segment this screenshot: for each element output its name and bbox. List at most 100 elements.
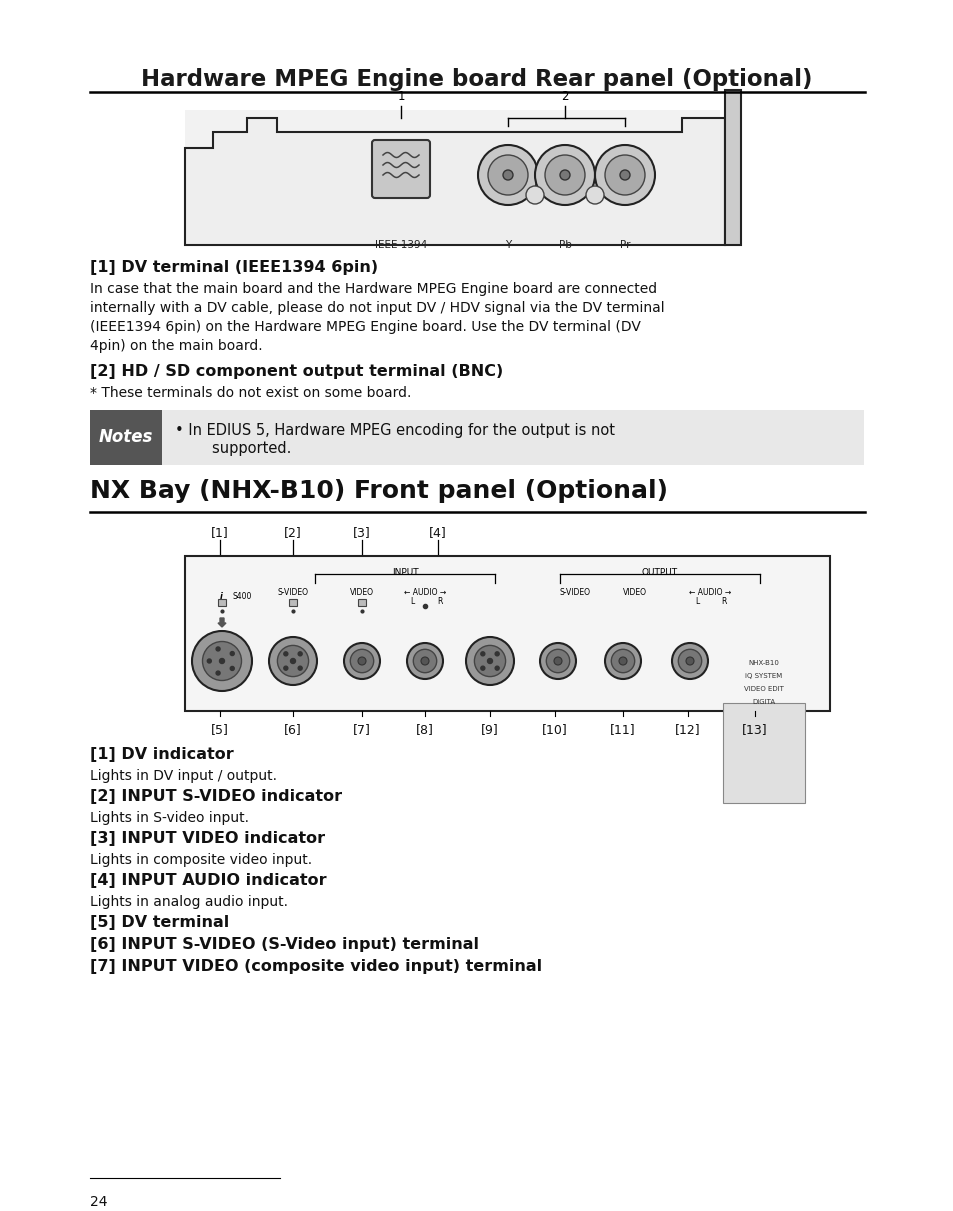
Circle shape xyxy=(477,145,537,205)
Text: [2] INPUT S-VIDEO indicator: [2] INPUT S-VIDEO indicator xyxy=(90,790,342,804)
Bar xyxy=(218,599,226,606)
Text: INPUT: INPUT xyxy=(392,568,417,576)
Text: Lights in DV input / output.: Lights in DV input / output. xyxy=(90,769,276,784)
Bar xyxy=(722,704,804,803)
Text: L: L xyxy=(410,597,414,606)
Circle shape xyxy=(604,155,644,195)
Bar xyxy=(185,556,829,711)
Bar xyxy=(724,90,740,245)
Text: R: R xyxy=(436,597,442,606)
Text: [13]: [13] xyxy=(741,723,767,736)
Text: S-VIDEO: S-VIDEO xyxy=(558,589,590,597)
Text: Hardware MPEG Engine board Rear panel (Optional): Hardware MPEG Engine board Rear panel (O… xyxy=(141,68,812,91)
Circle shape xyxy=(480,652,484,656)
Circle shape xyxy=(495,666,498,670)
Circle shape xyxy=(230,652,234,655)
Circle shape xyxy=(357,658,366,665)
Circle shape xyxy=(671,643,707,679)
Circle shape xyxy=(216,647,220,652)
Text: DIGITA: DIGITA xyxy=(752,699,775,705)
Text: i: i xyxy=(219,592,222,601)
Bar xyxy=(90,411,162,465)
Circle shape xyxy=(611,649,634,672)
Circle shape xyxy=(407,643,442,679)
Text: [4] INPUT AUDIO indicator: [4] INPUT AUDIO indicator xyxy=(90,873,326,888)
Circle shape xyxy=(554,658,561,665)
Text: Lights in analog audio input.: Lights in analog audio input. xyxy=(90,895,288,909)
Circle shape xyxy=(604,643,640,679)
Text: [6]: [6] xyxy=(284,723,301,736)
Text: L: L xyxy=(694,597,699,606)
Circle shape xyxy=(420,658,429,665)
Text: [10]: [10] xyxy=(541,723,567,736)
Text: [5]: [5] xyxy=(211,723,229,736)
Circle shape xyxy=(595,145,655,205)
Text: [2]: [2] xyxy=(284,526,301,539)
Text: Y: Y xyxy=(504,240,511,249)
Circle shape xyxy=(192,631,252,691)
Text: [1] DV indicator: [1] DV indicator xyxy=(90,747,233,762)
Circle shape xyxy=(502,170,513,180)
Text: Lights in composite video input.: Lights in composite video input. xyxy=(90,853,312,867)
Circle shape xyxy=(298,666,302,670)
Circle shape xyxy=(474,645,505,677)
Text: [4]: [4] xyxy=(429,526,446,539)
Text: NHX-B10: NHX-B10 xyxy=(748,660,779,666)
Text: [8]: [8] xyxy=(416,723,434,736)
Circle shape xyxy=(488,155,527,195)
Text: iQ SYSTEM: iQ SYSTEM xyxy=(744,673,781,679)
Text: VIDEO EDIT: VIDEO EDIT xyxy=(743,685,783,691)
Circle shape xyxy=(291,659,295,664)
Text: NX Bay (NHX-B10) Front panel (Optional): NX Bay (NHX-B10) Front panel (Optional) xyxy=(90,480,667,503)
FancyArrow shape xyxy=(218,618,226,627)
Circle shape xyxy=(350,649,374,672)
Circle shape xyxy=(678,649,701,672)
Text: 24: 24 xyxy=(90,1195,108,1209)
Circle shape xyxy=(544,155,584,195)
Text: [6] INPUT S-VIDEO (S-Video input) terminal: [6] INPUT S-VIDEO (S-Video input) termin… xyxy=(90,937,478,952)
Circle shape xyxy=(284,666,288,670)
Text: supported.: supported. xyxy=(174,441,291,457)
Text: (IEEE1394 6pin) on the Hardware MPEG Engine board. Use the DV terminal (DV: (IEEE1394 6pin) on the Hardware MPEG Eng… xyxy=(90,320,640,334)
Polygon shape xyxy=(185,117,724,245)
Text: [11]: [11] xyxy=(610,723,635,736)
Circle shape xyxy=(685,658,693,665)
Circle shape xyxy=(465,637,514,685)
Circle shape xyxy=(207,659,212,662)
Circle shape xyxy=(298,652,302,656)
Bar xyxy=(289,599,296,606)
Text: R: R xyxy=(720,597,726,606)
Text: [2] HD / SD component output terminal (BNC): [2] HD / SD component output terminal (B… xyxy=(90,365,503,379)
Text: 4pin) on the main board.: 4pin) on the main board. xyxy=(90,339,262,352)
Circle shape xyxy=(230,666,234,671)
Text: [5] DV terminal: [5] DV terminal xyxy=(90,916,229,930)
Circle shape xyxy=(525,186,543,203)
Circle shape xyxy=(559,170,569,180)
FancyBboxPatch shape xyxy=(372,140,430,199)
Text: In case that the main board and the Hardware MPEG Engine board are connected: In case that the main board and the Hard… xyxy=(90,282,657,295)
Bar xyxy=(90,411,863,465)
Text: Lights in S-video input.: Lights in S-video input. xyxy=(90,811,249,825)
Text: 1: 1 xyxy=(396,90,404,103)
Circle shape xyxy=(546,649,569,672)
Circle shape xyxy=(202,642,241,681)
Text: Pr: Pr xyxy=(619,240,630,249)
Text: [3]: [3] xyxy=(353,526,371,539)
Text: [1] DV terminal (IEEE1394 6pin): [1] DV terminal (IEEE1394 6pin) xyxy=(90,260,377,275)
Text: VIDEO: VIDEO xyxy=(350,589,374,597)
Circle shape xyxy=(277,645,308,677)
Circle shape xyxy=(487,659,492,664)
Circle shape xyxy=(618,658,626,665)
Circle shape xyxy=(619,170,629,180)
Circle shape xyxy=(539,643,576,679)
Text: [1]: [1] xyxy=(211,526,229,539)
Text: 2: 2 xyxy=(560,90,568,103)
Text: * These terminals do not exist on some board.: * These terminals do not exist on some b… xyxy=(90,386,411,400)
Text: ← AUDIO →: ← AUDIO → xyxy=(688,589,730,597)
Text: S-VIDEO: S-VIDEO xyxy=(277,589,308,597)
Text: [3] INPUT VIDEO indicator: [3] INPUT VIDEO indicator xyxy=(90,831,325,846)
Circle shape xyxy=(269,637,316,685)
Bar xyxy=(357,599,366,606)
Circle shape xyxy=(284,652,288,656)
Text: Notes: Notes xyxy=(99,429,153,447)
